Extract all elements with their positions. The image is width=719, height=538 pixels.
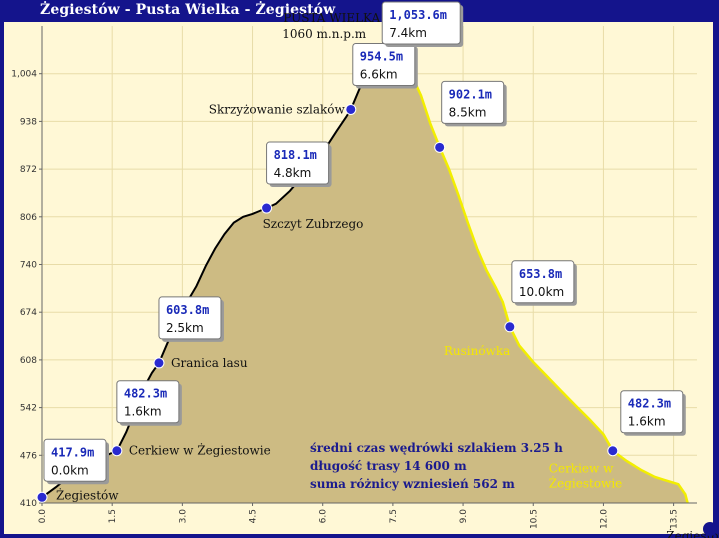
y-tick-label: 674 <box>20 308 37 318</box>
marker-point <box>345 103 357 115</box>
y-tick-label: 938 <box>20 117 37 127</box>
x-tick-label: 12.0 <box>599 509 609 529</box>
x-tick-label: 0.0 <box>38 509 48 524</box>
place-annotation: Rusinówka <box>444 344 510 358</box>
callout-distance-label: 4.8km <box>274 166 312 180</box>
callout-background <box>381 1 461 45</box>
callout-box: 954.5m 6.6km <box>352 42 418 89</box>
place-annotation-line2: Żegiestowie <box>549 476 622 491</box>
place-annotation: Skrzyżowanie szlaków <box>209 102 346 116</box>
chart-title: Żegiestów - Pusta Wielka - Żegiestów <box>40 2 336 18</box>
y-tick-label: 476 <box>20 451 37 461</box>
x-tick-label: 13.5 <box>670 509 680 529</box>
x-tick-label: 6.0 <box>319 509 329 524</box>
x-tick-label: 10.5 <box>529 509 539 529</box>
marker-point <box>36 491 48 503</box>
y-tick-label: 740 <box>20 261 37 271</box>
callout-elevation-label: 603.8m <box>166 303 209 317</box>
callout-background <box>158 296 222 340</box>
callout-box: 603.8m 2.5km <box>158 296 224 342</box>
x-tick-label: 1.5 <box>108 509 118 523</box>
callout-background <box>620 390 684 434</box>
x-tick-label: 9.0 <box>459 509 469 524</box>
x-tick-label: 3.0 <box>178 509 188 524</box>
place-annotation: Granica lasu <box>171 356 248 370</box>
y-tick-label: 872 <box>20 165 37 175</box>
callout-elevation-label: 482.3m <box>628 397 671 411</box>
x-tick-label: 4.5 <box>249 509 259 523</box>
callout-box: 1,053.6m 7.4km <box>381 1 464 47</box>
route-info-line: długość trasy 14 600 m <box>310 459 467 473</box>
place-annotation: Żegiestów <box>666 528 719 538</box>
place-annotation: Szczyt Zubrzego <box>263 217 364 231</box>
callout-distance-label: 2.5km <box>166 321 204 335</box>
callout-elevation-label: 482.3m <box>124 387 167 401</box>
marker-point <box>504 321 516 333</box>
marker-point <box>153 357 165 369</box>
route-info-line: średni czas wędrówki szlakiem 3.25 h <box>310 441 563 455</box>
callout-background <box>43 438 107 482</box>
marker-point <box>111 445 123 457</box>
place-annotation: Cerkiew w Żegiestowie <box>129 443 271 458</box>
callout-distance-label: 7.4km <box>389 26 427 40</box>
callout-elevation-label: 417.9m <box>51 445 94 459</box>
callout-background <box>266 141 330 185</box>
y-tick-label: 542 <box>20 404 37 414</box>
place-annotation-line2: 1060 m.n.p.m <box>282 27 367 41</box>
callout-background <box>511 260 575 304</box>
y-tick-label: 608 <box>20 356 37 366</box>
callout-distance-label: 1.6km <box>628 415 666 429</box>
callout-elevation-label: 902.1m <box>449 87 492 101</box>
place-annotation: Żegiestów <box>56 487 119 502</box>
callout-background <box>441 80 505 124</box>
callout-distance-label: 10.0km <box>519 285 564 299</box>
y-tick-label: 806 <box>20 213 37 223</box>
callout-distance-label: 0.0km <box>51 463 89 477</box>
callout-box: 653.8m 10.0km <box>511 260 577 306</box>
callout-distance-label: 8.5km <box>449 105 487 119</box>
marker-point <box>607 445 619 457</box>
x-tick-label: 7.5 <box>389 509 399 523</box>
y-tick-label: 1,004 <box>11 70 37 80</box>
marker-point <box>261 202 273 214</box>
callout-distance-label: 6.6km <box>360 67 398 81</box>
callout-box: 818.1m 4.8km <box>266 141 332 188</box>
callout-box: 482.3m 1.6km <box>620 390 686 436</box>
corner-handle-icon <box>703 522 717 536</box>
callout-box: 482.3m 1.6km <box>116 380 182 426</box>
callout-elevation-label: 818.1m <box>274 148 317 162</box>
callout-elevation-label: 653.8m <box>519 267 562 281</box>
y-tick-label: 410 <box>20 499 37 509</box>
place-annotation: Cerkiew w <box>549 462 614 476</box>
descent-series-line <box>387 37 689 504</box>
callout-background <box>116 380 180 424</box>
elevation-area <box>41 37 689 504</box>
route-info-line: suma różnicy wzniesień 562 m <box>310 477 515 491</box>
callout-distance-label: 1.6km <box>124 405 162 419</box>
place-annotation: PUSTA WIELKA <box>283 11 380 25</box>
callout-elevation-label: 1,053.6m <box>389 8 447 22</box>
marker-point <box>434 141 446 153</box>
callout-box: 902.1m 8.5km <box>441 80 507 127</box>
callout-box: 417.9m 0.0km <box>43 438 109 485</box>
callout-elevation-label: 954.5m <box>360 49 403 63</box>
